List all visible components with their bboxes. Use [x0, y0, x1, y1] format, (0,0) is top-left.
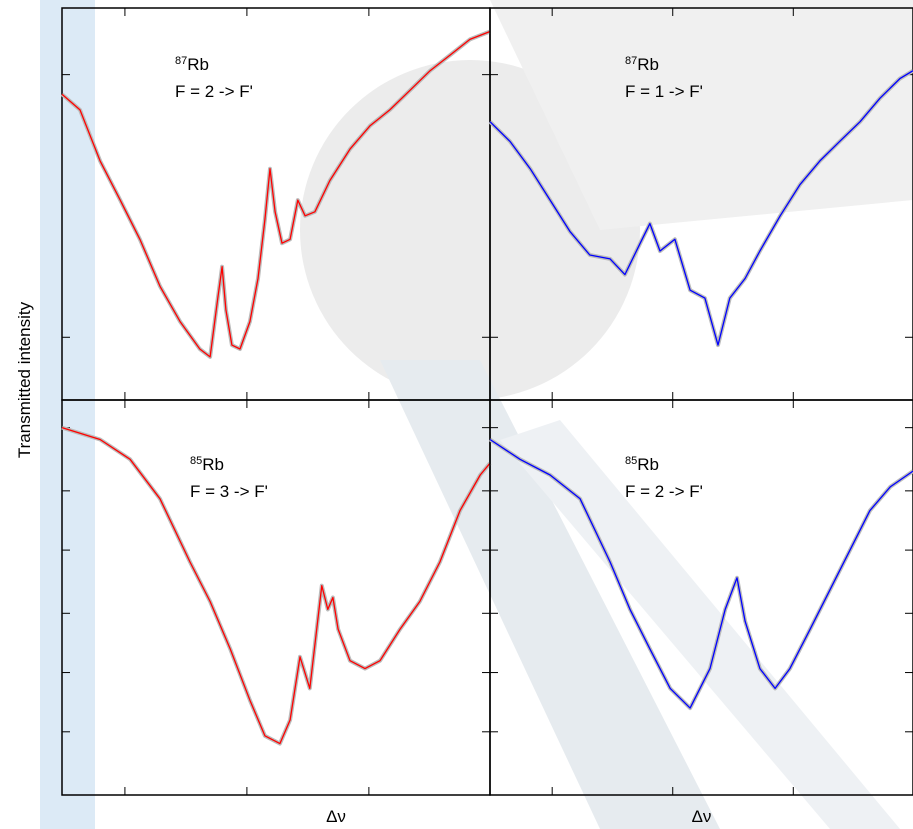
isotope-mass: 87 — [625, 55, 637, 67]
panel-frame — [489, 399, 913, 796]
spectrum-line — [61, 30, 491, 358]
isotope-mass: 85 — [190, 455, 202, 467]
x-axis-label: Δν — [326, 807, 346, 826]
element: Rb — [202, 455, 224, 474]
element: Rb — [637, 455, 659, 474]
transition-label: F = 2 -> F' — [625, 482, 703, 501]
element: Rb — [187, 55, 209, 74]
spectrum-line — [489, 438, 913, 709]
panel-label: 85Rb — [625, 455, 659, 474]
panel-label: 85Rb — [190, 455, 224, 474]
panel-frame — [61, 399, 491, 796]
transition-label: F = 2 -> F' — [175, 82, 253, 101]
isotope-mass: 87 — [175, 55, 187, 67]
panel-label: 87Rb — [175, 55, 209, 74]
isotope-mass: 85 — [625, 455, 637, 467]
transition-label: F = 3 -> F' — [190, 482, 268, 501]
x-axis-label: Δν — [692, 807, 712, 826]
transition-label: F = 1 -> F' — [625, 82, 703, 101]
noise-envelope — [61, 425, 492, 746]
spectrum-line — [61, 426, 491, 745]
spectrum-line — [489, 70, 913, 346]
background-logo — [40, 0, 913, 829]
y-axis-label: Transmitted intensity — [15, 301, 34, 458]
panel-label: 87Rb — [625, 55, 659, 74]
element: Rb — [637, 55, 659, 74]
